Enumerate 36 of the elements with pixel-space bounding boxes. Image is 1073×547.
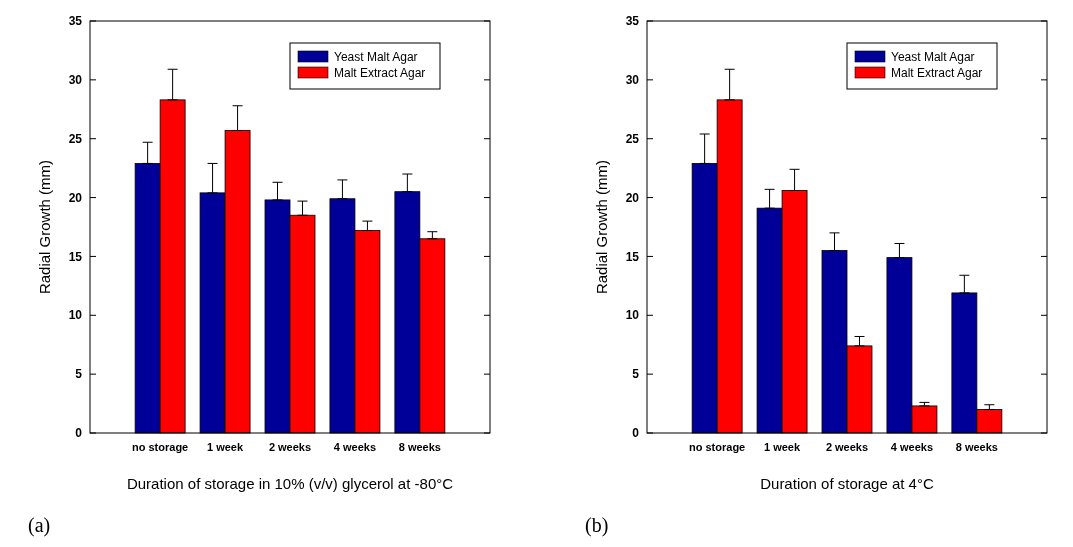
legend-label: Yeast Malt Agar <box>891 50 975 65</box>
x-tick-label: 2 weeks <box>825 441 869 453</box>
y-axis-title: Radial Growth (mm) <box>593 159 610 295</box>
legend-label: Malt Extract Agar <box>334 66 426 81</box>
x-axis-title: Duration of storage at 4°C <box>760 475 934 492</box>
y-tick-label: 35 <box>68 14 83 29</box>
y-tick-label: 25 <box>625 131 640 146</box>
x-tick-label: 8 weeks <box>398 441 441 453</box>
y-tick-label: 0 <box>75 426 83 441</box>
legend-label: Malt Extract Agar <box>891 66 983 81</box>
y-tick-label: 15 <box>68 249 83 264</box>
y-tick-label: 0 <box>632 426 640 441</box>
text: (a) <box>28 514 51 537</box>
x-tick-label: 1 week <box>764 441 801 453</box>
x-tick-label: 1 week <box>207 441 244 453</box>
x-tick-label: 4 weeks <box>333 441 377 453</box>
x-tick-label: 8 weeks <box>955 441 998 453</box>
y-tick-label: 10 <box>68 308 83 323</box>
legend-label: Yeast Malt Agar <box>334 50 418 65</box>
x-tick-label: 2 weeks <box>268 441 312 453</box>
y-tick-label: 5 <box>632 367 640 382</box>
y-tick-label: 30 <box>68 73 83 88</box>
x-tick-label: 4 weeks <box>890 441 934 453</box>
y-tick-label: 25 <box>68 131 83 146</box>
x-tick-label: no storage <box>689 441 746 453</box>
y-tick-label: 35 <box>625 14 640 29</box>
text: (b) <box>585 514 609 537</box>
y-tick-label: 15 <box>625 249 640 264</box>
y-tick-label: 20 <box>68 190 83 205</box>
y-tick-label: 30 <box>625 73 640 88</box>
x-axis-title: Duration of storage in 10% (v/v) glycerol at -80°C <box>126 475 454 492</box>
y-axis-title: Radial Growth (mm) <box>36 159 53 295</box>
y-tick-label: 5 <box>75 367 83 382</box>
y-tick-label: 10 <box>625 308 640 323</box>
y-tick-label: 20 <box>625 190 640 205</box>
x-tick-label: no storage <box>132 441 189 453</box>
